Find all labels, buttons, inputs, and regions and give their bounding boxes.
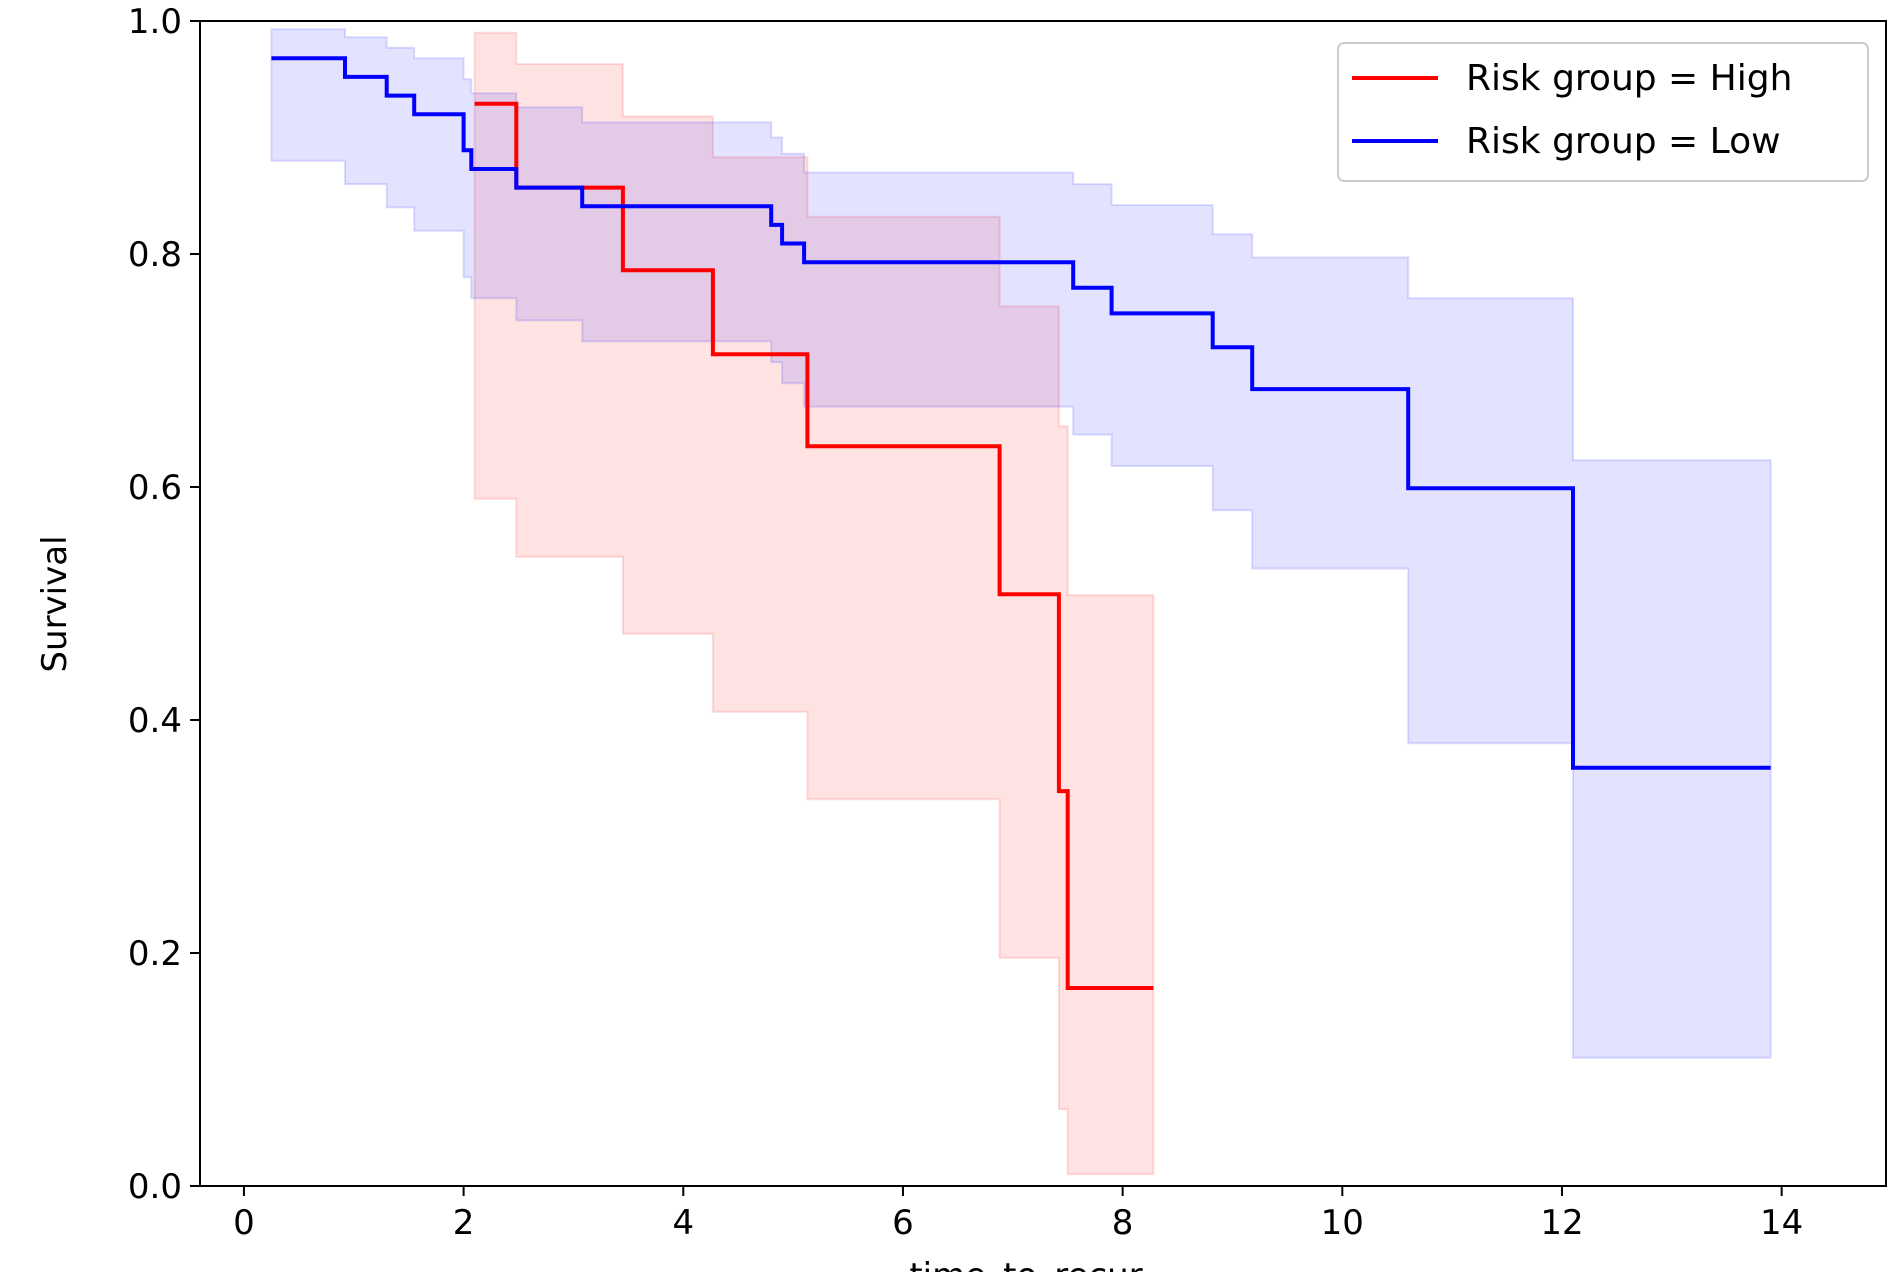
x-tick-label: 4 bbox=[672, 1203, 694, 1243]
axes bbox=[199, 20, 1887, 1187]
x-tick-label: 0 bbox=[233, 1203, 255, 1243]
x-axis-ticks: 0 2 4 6 8 10 12 14 bbox=[233, 1186, 1803, 1243]
legend-label: Risk group = Low bbox=[1466, 121, 1781, 162]
y-axis-label: Survival bbox=[35, 535, 75, 672]
survival-line-low bbox=[271, 56, 1771, 770]
x-tick-label: 14 bbox=[1760, 1203, 1803, 1243]
confidence-band-low bbox=[270, 28, 1772, 1059]
y-tick-label: 0.4 bbox=[128, 701, 182, 741]
survival-curves bbox=[271, 56, 1771, 990]
x-tick-label: 10 bbox=[1321, 1203, 1364, 1243]
legend-label: Risk group = High bbox=[1466, 58, 1792, 99]
confidence-bands bbox=[270, 28, 1772, 1176]
legend: Risk group = High Risk group = Low bbox=[1337, 42, 1869, 182]
legend-box bbox=[1337, 42, 1869, 182]
x-tick-label: 12 bbox=[1540, 1203, 1583, 1243]
confidence-band-high bbox=[473, 31, 1155, 1176]
y-tick-label: 1.0 bbox=[128, 2, 182, 42]
y-tick-label: 0.8 bbox=[128, 235, 182, 275]
x-axis-label: time_to_recur bbox=[909, 1256, 1142, 1272]
y-axis-ticks: 0.0 0.2 0.4 0.6 0.8 1.0 bbox=[128, 2, 200, 1207]
x-tick-label: 2 bbox=[453, 1203, 475, 1243]
y-tick-label: 0.6 bbox=[128, 468, 182, 508]
x-tick-label: 6 bbox=[892, 1203, 914, 1243]
plot-frame bbox=[199, 20, 1887, 1187]
x-tick-label: 8 bbox=[1112, 1203, 1134, 1243]
y-tick-label: 0.0 bbox=[128, 1167, 182, 1207]
y-tick-label: 0.2 bbox=[128, 934, 182, 974]
